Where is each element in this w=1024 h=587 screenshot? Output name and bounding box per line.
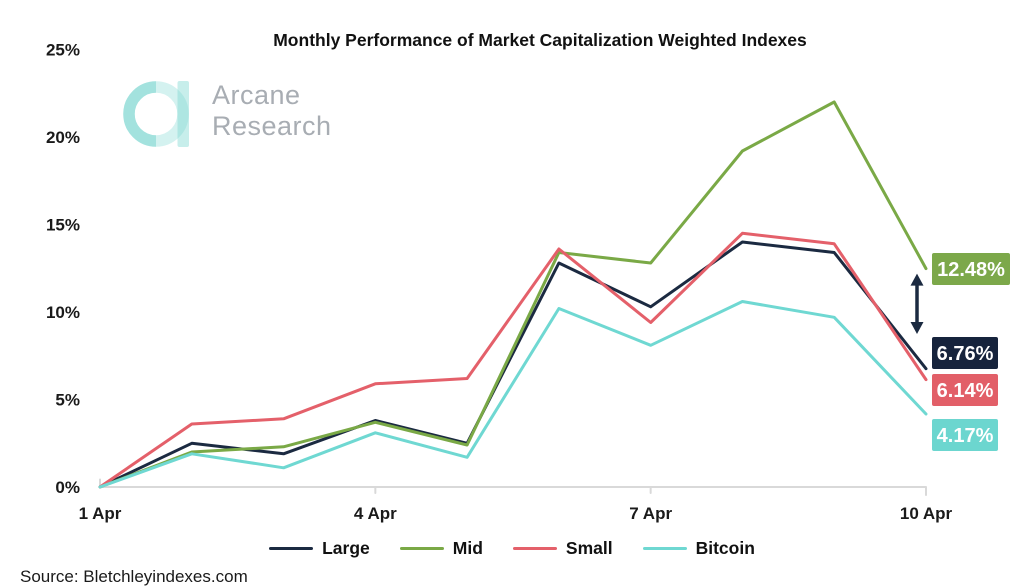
- end-label-value-small: 6.14%: [937, 380, 994, 402]
- y-tick-label: 25%: [46, 41, 80, 60]
- arcane-research-logo: Arcane Research: [118, 70, 332, 152]
- legend-item-mid[interactable]: Mid: [399, 538, 483, 559]
- chart-legend: Large Mid Small Bitcoin: [0, 538, 1024, 559]
- legend-label-small: Small: [565, 538, 613, 558]
- spread-arrow: [910, 273, 924, 334]
- legend-swatch-small: [512, 546, 557, 551]
- source-note: Source: Bletchleyindexes.com: [20, 567, 248, 586]
- legend-swatch-bitcoin: [642, 546, 687, 551]
- chart-title: Monthly Performance of Market Capitaliza…: [273, 30, 807, 50]
- x-axis: [99, 478, 927, 496]
- series-line-mid: [98, 100, 928, 489]
- legend-swatch-mid: [399, 546, 444, 551]
- legend-item-bitcoin[interactable]: Bitcoin: [642, 538, 755, 559]
- legend-label-bitcoin: Bitcoin: [695, 538, 755, 558]
- series-line-bitcoin: [98, 300, 928, 489]
- end-label-box-mid: [932, 253, 1010, 285]
- spread-arrow-head-up: [910, 273, 924, 286]
- legend-item-large[interactable]: Large: [269, 538, 370, 559]
- legend-label-mid: Mid: [452, 538, 483, 558]
- legend-item-small[interactable]: Small: [512, 538, 613, 559]
- logo-text-line2: Research: [212, 111, 332, 141]
- end-label-value-mid: 12.48%: [937, 259, 1005, 281]
- arcane-logo-icon: [123, 81, 189, 147]
- y-tick-label: 10%: [46, 303, 80, 322]
- legend-swatch-large: [269, 546, 314, 551]
- y-tick-label: 15%: [46, 216, 80, 235]
- logo-text-line1: Arcane: [212, 80, 301, 110]
- x-tick-label: 1 Apr: [79, 504, 122, 523]
- x-tick-label: 7 Apr: [629, 504, 672, 523]
- end-label-value-bitcoin: 4.17%: [937, 425, 994, 447]
- y-tick-label: 20%: [46, 128, 80, 147]
- end-label-box-large: [932, 337, 998, 369]
- end-label-value-large: 6.76%: [937, 343, 994, 365]
- series-line-small: [98, 231, 928, 489]
- x-tick-label: 4 Apr: [354, 504, 397, 523]
- end-label-box-small: [932, 374, 998, 406]
- y-tick-label: 0%: [55, 478, 80, 497]
- end-label-box-bitcoin: [932, 419, 998, 451]
- x-tick-label: 10 Apr: [900, 504, 953, 523]
- spread-arrow-head-down: [910, 322, 924, 334]
- legend-label-large: Large: [322, 538, 370, 558]
- arcane-logo-text: Arcane Research: [212, 80, 332, 142]
- y-tick-label: 5%: [55, 391, 80, 410]
